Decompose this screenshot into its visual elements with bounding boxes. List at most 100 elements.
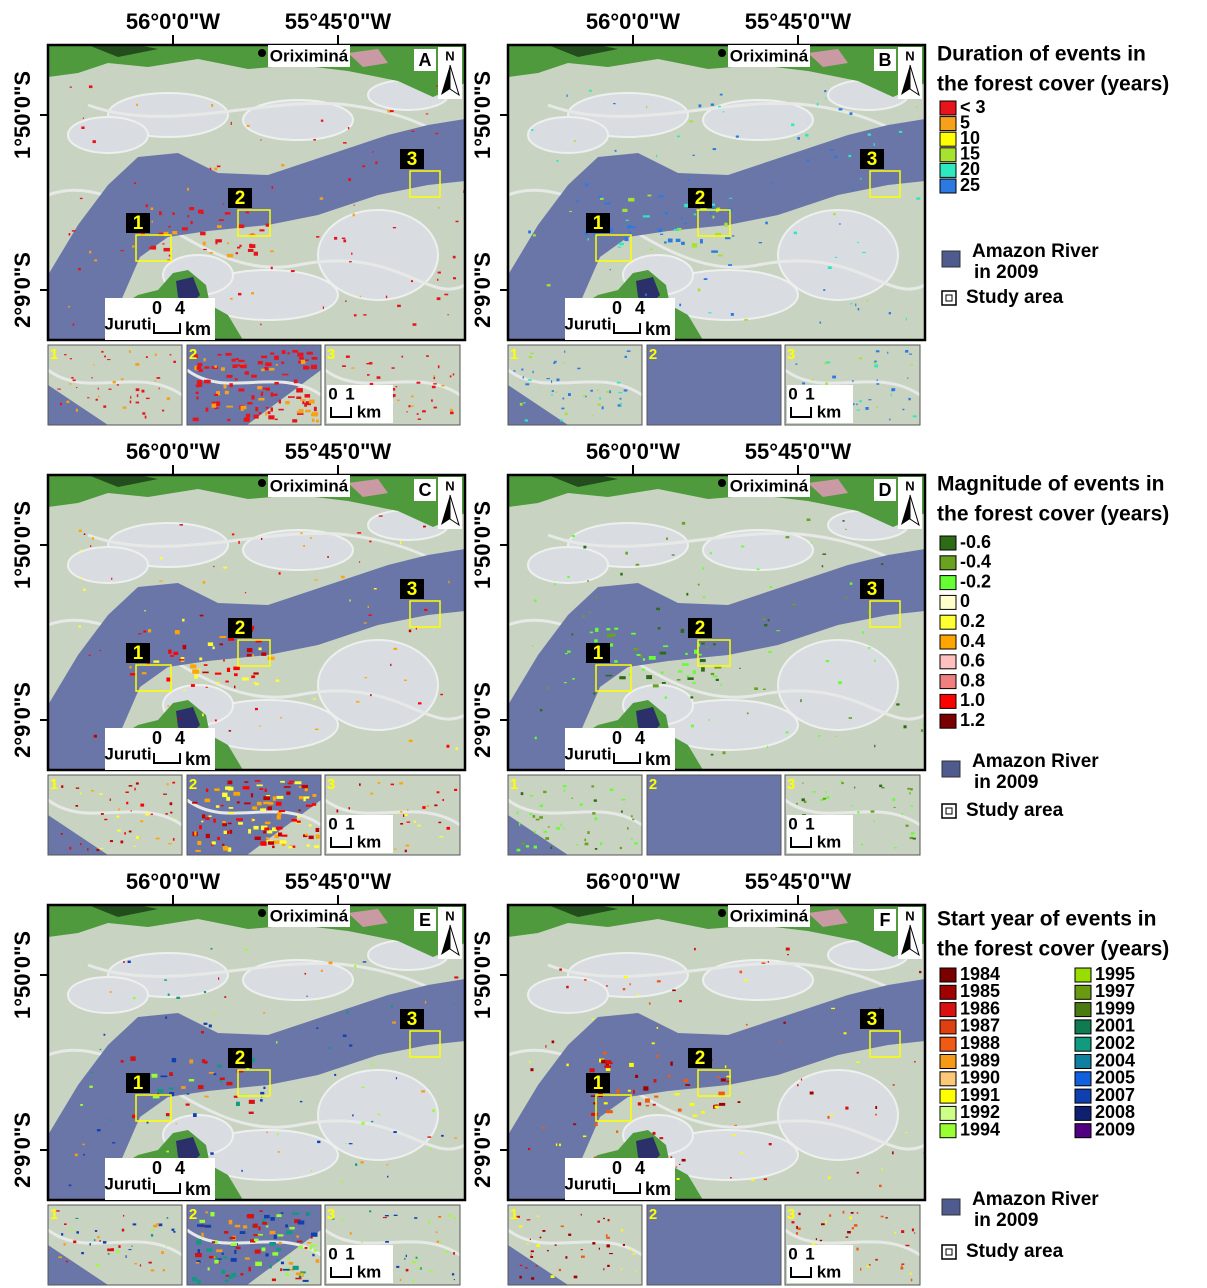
change-pixel (702, 567, 704, 570)
change-pixel (299, 786, 302, 788)
change-pixel (610, 789, 614, 792)
change-pixel (337, 810, 339, 813)
change-pixel (260, 324, 261, 326)
change-pixel (734, 1125, 737, 1126)
change-pixel (84, 533, 86, 535)
change-pixel (200, 232, 206, 236)
change-pixel (355, 1163, 357, 1166)
change-pixel (645, 294, 647, 296)
change-pixel (577, 368, 580, 370)
change-pixel (148, 629, 151, 632)
change-pixel (76, 387, 77, 388)
change-pixel (282, 843, 285, 846)
change-pixel (776, 630, 780, 631)
change-pixel (146, 356, 148, 358)
change-pixel (874, 660, 876, 662)
change-pixel (265, 789, 267, 792)
change-pixel (289, 781, 294, 783)
change-pixel (889, 312, 891, 314)
legend-swatch (1075, 985, 1091, 999)
change-pixel (587, 580, 589, 581)
change-pixel (249, 1100, 255, 1104)
change-pixel (70, 358, 72, 359)
change-pixel (138, 633, 141, 634)
legend-label: in 2009 (974, 1210, 1038, 1231)
change-pixel (369, 541, 371, 543)
change-pixel (82, 1144, 84, 1146)
change-pixel (282, 835, 288, 837)
change-pixel (610, 228, 613, 232)
change-pixel (520, 1265, 523, 1266)
change-pixel (121, 378, 124, 380)
change-pixel (296, 388, 303, 392)
change-pixel (857, 410, 860, 411)
change-pixel (307, 1212, 310, 1216)
change-pixel (80, 793, 81, 795)
change-pixel (133, 997, 136, 999)
north-label: N (905, 48, 914, 63)
change-pixel (247, 1215, 253, 1217)
change-pixel (594, 799, 597, 801)
change-pixel (846, 1237, 849, 1238)
change-pixel (261, 392, 263, 394)
change-pixel (345, 1143, 346, 1144)
change-pixel (653, 1104, 656, 1106)
change-pixel (630, 983, 631, 985)
change-pixel (551, 1275, 555, 1278)
legend-label: Study area (966, 800, 1064, 821)
change-pixel (521, 369, 523, 371)
change-pixel (311, 413, 317, 416)
change-pixel (444, 294, 448, 296)
change-pixel (276, 1214, 281, 1217)
change-pixel (198, 1249, 201, 1253)
change-pixel (313, 139, 316, 141)
change-pixel (254, 415, 259, 419)
change-pixel (571, 634, 573, 636)
change-pixel (73, 323, 75, 325)
legend-swatch (940, 179, 956, 193)
change-pixel (354, 205, 355, 206)
change-pixel (167, 1217, 169, 1219)
change-pixel (568, 393, 571, 396)
change-pixel (693, 670, 696, 674)
change-pixel (597, 1221, 600, 1223)
change-pixel (96, 399, 98, 401)
change-pixel (694, 650, 697, 654)
change-pixel (230, 830, 233, 834)
change-pixel (404, 1258, 405, 1260)
change-pixel (120, 250, 124, 251)
change-pixel (843, 1211, 845, 1214)
change-pixel (710, 552, 712, 554)
change-pixel (406, 411, 407, 412)
change-pixel (255, 837, 261, 840)
change-pixel (397, 305, 401, 307)
change-pixel (868, 611, 870, 614)
change-pixel (75, 1218, 78, 1219)
change-pixel (306, 805, 313, 807)
change-pixel (390, 664, 391, 666)
change-pixel (231, 1258, 237, 1262)
change-pixel (391, 1005, 393, 1007)
legend-label: 1.2 (960, 710, 985, 730)
legend-title: the forest cover (years) (937, 73, 1169, 96)
change-pixel (70, 87, 72, 88)
scale-tick: 0 (612, 1158, 622, 1178)
inset-body (48, 1205, 182, 1285)
change-pixel (867, 1266, 870, 1268)
change-pixel (266, 1132, 268, 1133)
change-pixel (83, 589, 86, 591)
change-pixel (887, 352, 888, 354)
change-pixel (281, 164, 284, 167)
change-pixel (113, 381, 116, 384)
change-pixel (156, 838, 160, 840)
change-pixel (646, 106, 647, 108)
inset-number: 3 (327, 1206, 335, 1223)
change-pixel (919, 971, 921, 973)
change-pixel (279, 1242, 282, 1245)
change-pixel (572, 798, 573, 799)
change-pixel (197, 1280, 201, 1284)
change-pixel (164, 248, 170, 252)
change-pixel (156, 1223, 159, 1225)
change-pixel (850, 303, 852, 304)
change-pixel (645, 1098, 650, 1102)
